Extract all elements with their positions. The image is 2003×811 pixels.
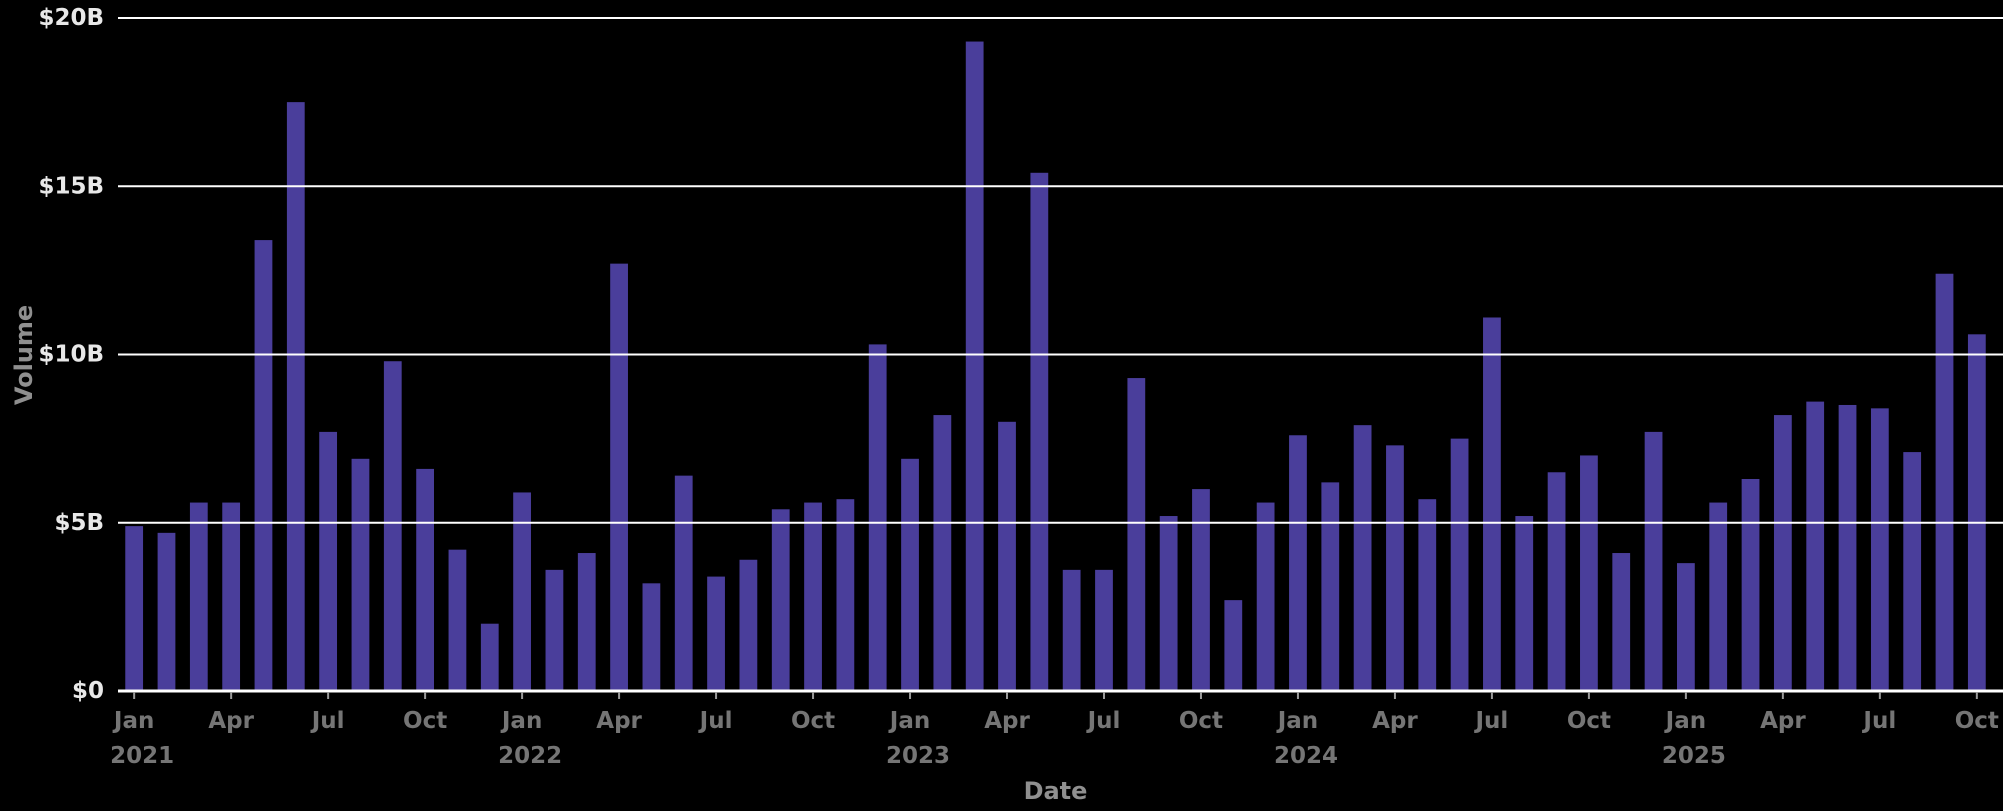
x-tick-month-label: Jan	[1664, 708, 1706, 734]
bar-nov-2022	[836, 499, 855, 691]
bar-may-2023	[1030, 172, 1049, 692]
bar-jan-2023	[901, 458, 919, 691]
x-tick-year-label: 2021	[110, 743, 174, 769]
bar-jun-2025	[1838, 404, 1857, 691]
bar-jul-2021	[319, 431, 338, 691]
y-tick-label-20b: $20B	[38, 5, 104, 31]
bar-sep-2025	[1935, 273, 1954, 691]
x-tick-month-label: Jul	[1474, 708, 1509, 734]
x-tick-month-label: Oct	[403, 708, 447, 734]
bar-oct-2023	[1192, 489, 1210, 691]
bar-oct-2022	[804, 502, 822, 691]
bar-jun-2023	[1062, 569, 1081, 691]
y-tick-label-15b: $15B	[38, 173, 104, 199]
bar-aug-2024	[1515, 516, 1534, 691]
x-tick-year-label: 2022	[498, 743, 562, 769]
bar-apr-2025	[1773, 415, 1792, 691]
bar-dec-2021	[480, 623, 499, 691]
bar-sep-2023	[1159, 516, 1178, 691]
x-tick-month-label: Apr	[596, 708, 642, 734]
x-tick-labels-group: Jan 2021 Apr Jul Oct Jan 2022 Apr Jul Oct Jan 2023 A…	[110, 692, 1999, 769]
x-tick-month-label: Oct	[1179, 708, 1223, 734]
bar-apr-2021	[222, 502, 241, 691]
bar-jan-2022	[513, 492, 531, 691]
bar-dec-2024	[1644, 431, 1663, 691]
bar-oct-2021	[416, 468, 434, 691]
bar-jun-2021	[286, 102, 305, 692]
x-tick-year-label: 2025	[1662, 743, 1726, 769]
x-tick-year-label: 2023	[886, 743, 950, 769]
bar-may-2021	[254, 240, 273, 691]
gridlines-group	[118, 17, 2003, 524]
bar-feb-2021	[157, 532, 176, 691]
bar-nov-2023	[1224, 600, 1243, 691]
x-tick-month-label: Jul	[1086, 708, 1121, 734]
bar-feb-2023	[933, 415, 952, 691]
bar-jan-2025	[1677, 563, 1695, 691]
bar-apr-2024	[1386, 445, 1404, 691]
y-tick-label-5b: $5B	[54, 510, 104, 536]
bar-aug-2022	[739, 559, 758, 691]
bar-jul-2023	[1095, 569, 1113, 691]
x-tick-month-label: Apr	[208, 708, 254, 734]
bar-oct-2025	[1967, 334, 1986, 691]
bar-jul-2024	[1483, 317, 1501, 691]
bar-apr-2023	[998, 421, 1016, 691]
x-tick-year-label: 2024	[1274, 743, 1338, 769]
x-tick-month-label: Jul	[698, 708, 733, 734]
y-tick-label-0: $0	[72, 678, 104, 704]
bar-feb-2022	[545, 569, 564, 691]
bar-aug-2021	[351, 458, 370, 691]
y-tick-labels-group: $0 $5B $10B $15B $20B	[38, 5, 104, 704]
bar-nov-2021	[448, 549, 467, 691]
x-tick-month-label: Oct	[1567, 708, 1611, 734]
bar-oct-2024	[1580, 455, 1598, 691]
x-tick-month-label: Jan	[888, 708, 930, 734]
bars-group	[125, 41, 1986, 692]
bar-feb-2024	[1321, 482, 1340, 691]
bar-jun-2024	[1450, 438, 1469, 692]
bar-aug-2023	[1127, 378, 1146, 691]
x-tick-month-label: Apr	[1372, 708, 1418, 734]
bar-jan-2021	[125, 526, 144, 691]
x-tick-month-label: Jan	[112, 708, 154, 734]
x-tick-month-label: Jul	[1861, 708, 1896, 734]
y-tick-label-10b: $10B	[38, 342, 104, 368]
x-tick-month-label: Jul	[310, 708, 345, 734]
x-tick-month-label: Apr	[1760, 708, 1806, 734]
bar-jan-2024	[1289, 435, 1307, 691]
bar-aug-2025	[1903, 452, 1922, 691]
bar-may-2022	[642, 583, 661, 691]
bar-feb-2025	[1709, 502, 1728, 691]
bar-nov-2024	[1612, 553, 1631, 691]
bar-jun-2022	[674, 475, 693, 691]
bar-jul-2025	[1870, 408, 1889, 691]
bar-mar-2022	[577, 553, 596, 691]
x-tick-month-label: Oct	[791, 708, 835, 734]
x-tick-month-label: Oct	[1955, 708, 1999, 734]
bar-may-2024	[1418, 499, 1437, 691]
bar-mar-2025	[1741, 479, 1760, 691]
y-axis-title: Volume	[10, 304, 38, 405]
bar-sep-2022	[771, 509, 790, 691]
bar-may-2025	[1806, 401, 1825, 691]
bar-sep-2024	[1547, 472, 1566, 691]
bar-mar-2024	[1353, 425, 1372, 691]
x-axis-title: Date	[1023, 777, 1088, 805]
x-tick-month-label: Apr	[984, 708, 1030, 734]
bar-mar-2021	[189, 502, 208, 691]
x-tick-month-label: Jan	[500, 708, 542, 734]
x-tick-month-label: Jan	[1276, 708, 1318, 734]
bar-mar-2023	[965, 41, 984, 692]
bar-dec-2022	[868, 344, 887, 691]
bar-jul-2022	[707, 576, 725, 691]
bar-sep-2021	[383, 361, 402, 691]
bar-dec-2023	[1256, 502, 1275, 691]
bar-apr-2022	[610, 263, 628, 691]
